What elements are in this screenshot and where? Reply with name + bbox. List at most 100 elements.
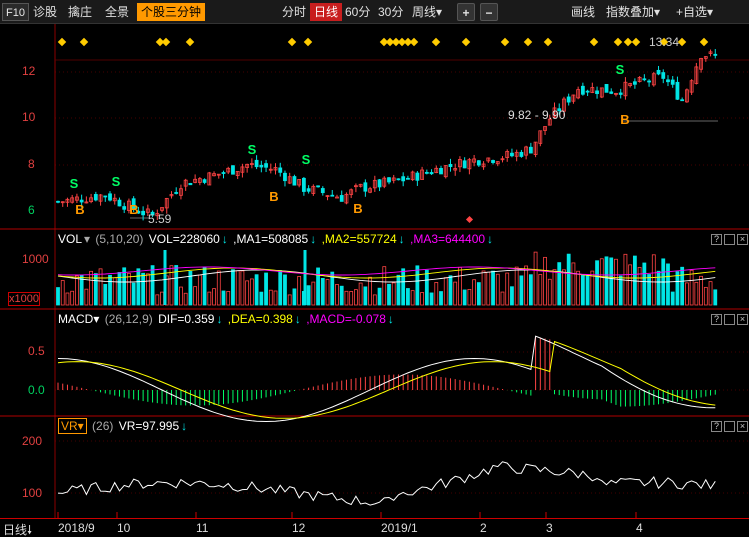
volume-bar bbox=[136, 268, 141, 306]
sell-signal: S bbox=[616, 62, 625, 77]
vr-maximize-icon[interactable] bbox=[724, 421, 735, 432]
candle-body bbox=[169, 194, 174, 197]
volume-bar bbox=[472, 279, 477, 306]
vr-help-icon[interactable]: ? bbox=[711, 421, 722, 432]
volume-bar bbox=[169, 265, 174, 306]
volume-bar bbox=[462, 289, 467, 306]
diagnose-button[interactable]: 诊股 bbox=[33, 5, 58, 19]
vol-close-icon[interactable]: × bbox=[737, 234, 748, 245]
candle-body bbox=[562, 98, 566, 112]
tab-30min[interactable]: 30分 bbox=[378, 5, 404, 19]
volume-bar bbox=[221, 290, 226, 306]
candle-body bbox=[443, 165, 448, 178]
vol-maximize-icon[interactable] bbox=[724, 234, 735, 245]
zoom-in-button[interactable]: + bbox=[457, 3, 475, 21]
draw-line-button[interactable]: 画线 bbox=[571, 5, 596, 19]
candle-body bbox=[245, 163, 250, 168]
candle-body bbox=[79, 199, 84, 203]
buy-signal: B bbox=[129, 202, 138, 217]
volume-bar bbox=[330, 271, 335, 306]
volume-bar bbox=[406, 288, 410, 306]
panorama-button[interactable]: 全景 bbox=[105, 5, 130, 19]
vol-indicator-name[interactable]: VOL bbox=[58, 232, 83, 246]
candle-body bbox=[297, 179, 302, 186]
volume-bar bbox=[278, 270, 283, 306]
candle-body bbox=[519, 151, 524, 157]
capture-button[interactable]: 擒庄 bbox=[68, 5, 93, 19]
volume-bar bbox=[510, 286, 514, 306]
macd-close-icon[interactable]: × bbox=[737, 314, 748, 325]
candle-body bbox=[235, 170, 240, 176]
f10-button[interactable]: F10 bbox=[2, 3, 29, 21]
vol-indicator-caret[interactable]: ▾ bbox=[84, 232, 91, 246]
date-label: 2018/9 bbox=[58, 521, 95, 535]
vr-indicator-name[interactable]: VR▾ bbox=[58, 418, 87, 434]
volume-bar bbox=[651, 254, 656, 306]
volume-bar bbox=[528, 274, 533, 306]
candle-body bbox=[249, 163, 254, 165]
volume-bar bbox=[576, 270, 581, 306]
candle-body bbox=[552, 107, 557, 118]
candle-body bbox=[325, 195, 330, 197]
macd-help-icon[interactable]: ? bbox=[711, 314, 722, 325]
macd-tick-05: 0.5 bbox=[28, 344, 45, 358]
volume-bar bbox=[93, 273, 98, 306]
candle-body bbox=[713, 53, 718, 56]
volume-bar bbox=[231, 269, 235, 306]
candle-body bbox=[283, 172, 287, 182]
vol-ma2-line bbox=[57, 267, 716, 279]
volume-bar bbox=[103, 283, 108, 306]
candle-body bbox=[623, 81, 628, 97]
volume-bar bbox=[382, 266, 387, 306]
candle-body bbox=[231, 165, 235, 175]
candle-body bbox=[642, 78, 647, 81]
tab-intraday[interactable]: 分时 bbox=[282, 5, 307, 19]
signal-diamond bbox=[303, 37, 313, 47]
candle-body bbox=[349, 189, 354, 195]
vr-params: (26) bbox=[92, 419, 114, 433]
volume-bar bbox=[212, 288, 216, 306]
volume-bar bbox=[448, 275, 453, 306]
volume-bar bbox=[434, 282, 439, 306]
candle-body bbox=[524, 146, 529, 156]
tab-60min[interactable]: 60分 bbox=[345, 5, 371, 19]
macd-maximize-icon[interactable] bbox=[724, 314, 735, 325]
candle-body bbox=[316, 185, 320, 188]
candle-body bbox=[543, 126, 547, 131]
volume-bar bbox=[689, 269, 694, 306]
volume-bar bbox=[363, 286, 368, 306]
candle-body bbox=[391, 177, 396, 181]
volume-bar bbox=[614, 258, 618, 306]
tab-weekly[interactable]: 周线▾ bbox=[412, 5, 443, 19]
macd-indicator-name[interactable]: MACD▾ bbox=[58, 312, 100, 326]
signal-diamond bbox=[379, 37, 389, 47]
candle-body bbox=[311, 185, 316, 194]
period-selector[interactable]: 日线🠗 bbox=[3, 523, 33, 537]
index-overlay-button[interactable]: 指数叠加▾ bbox=[606, 5, 661, 19]
volume-bar bbox=[273, 290, 278, 306]
candle-body bbox=[207, 172, 212, 186]
volume-bar bbox=[675, 271, 680, 306]
vr-close-icon[interactable]: × bbox=[737, 421, 748, 432]
add-watchlist-button[interactable]: +自选▾ bbox=[676, 5, 714, 19]
three-minute-button[interactable]: 个股三分钟 bbox=[137, 3, 206, 21]
zoom-out-button[interactable]: − bbox=[480, 3, 498, 21]
candle-body bbox=[264, 163, 268, 168]
buy-signal: B bbox=[353, 201, 362, 216]
candle-body bbox=[618, 92, 623, 95]
down-arrow-icon: ↓ bbox=[216, 312, 223, 326]
candle-body bbox=[576, 89, 581, 99]
candle-body bbox=[491, 160, 495, 163]
candle-body bbox=[420, 169, 425, 180]
vol-help-icon[interactable]: ? bbox=[711, 234, 722, 245]
tab-daily[interactable]: 日线 bbox=[310, 3, 343, 21]
volume-bar bbox=[259, 291, 264, 306]
down-arrow-icon: ↓ bbox=[221, 232, 228, 246]
volume-bar bbox=[467, 289, 472, 306]
candle-body bbox=[108, 193, 112, 201]
candle-body bbox=[685, 89, 689, 103]
signal-diamond bbox=[185, 37, 195, 47]
candle-body bbox=[595, 90, 599, 95]
volume-bar bbox=[599, 258, 604, 306]
